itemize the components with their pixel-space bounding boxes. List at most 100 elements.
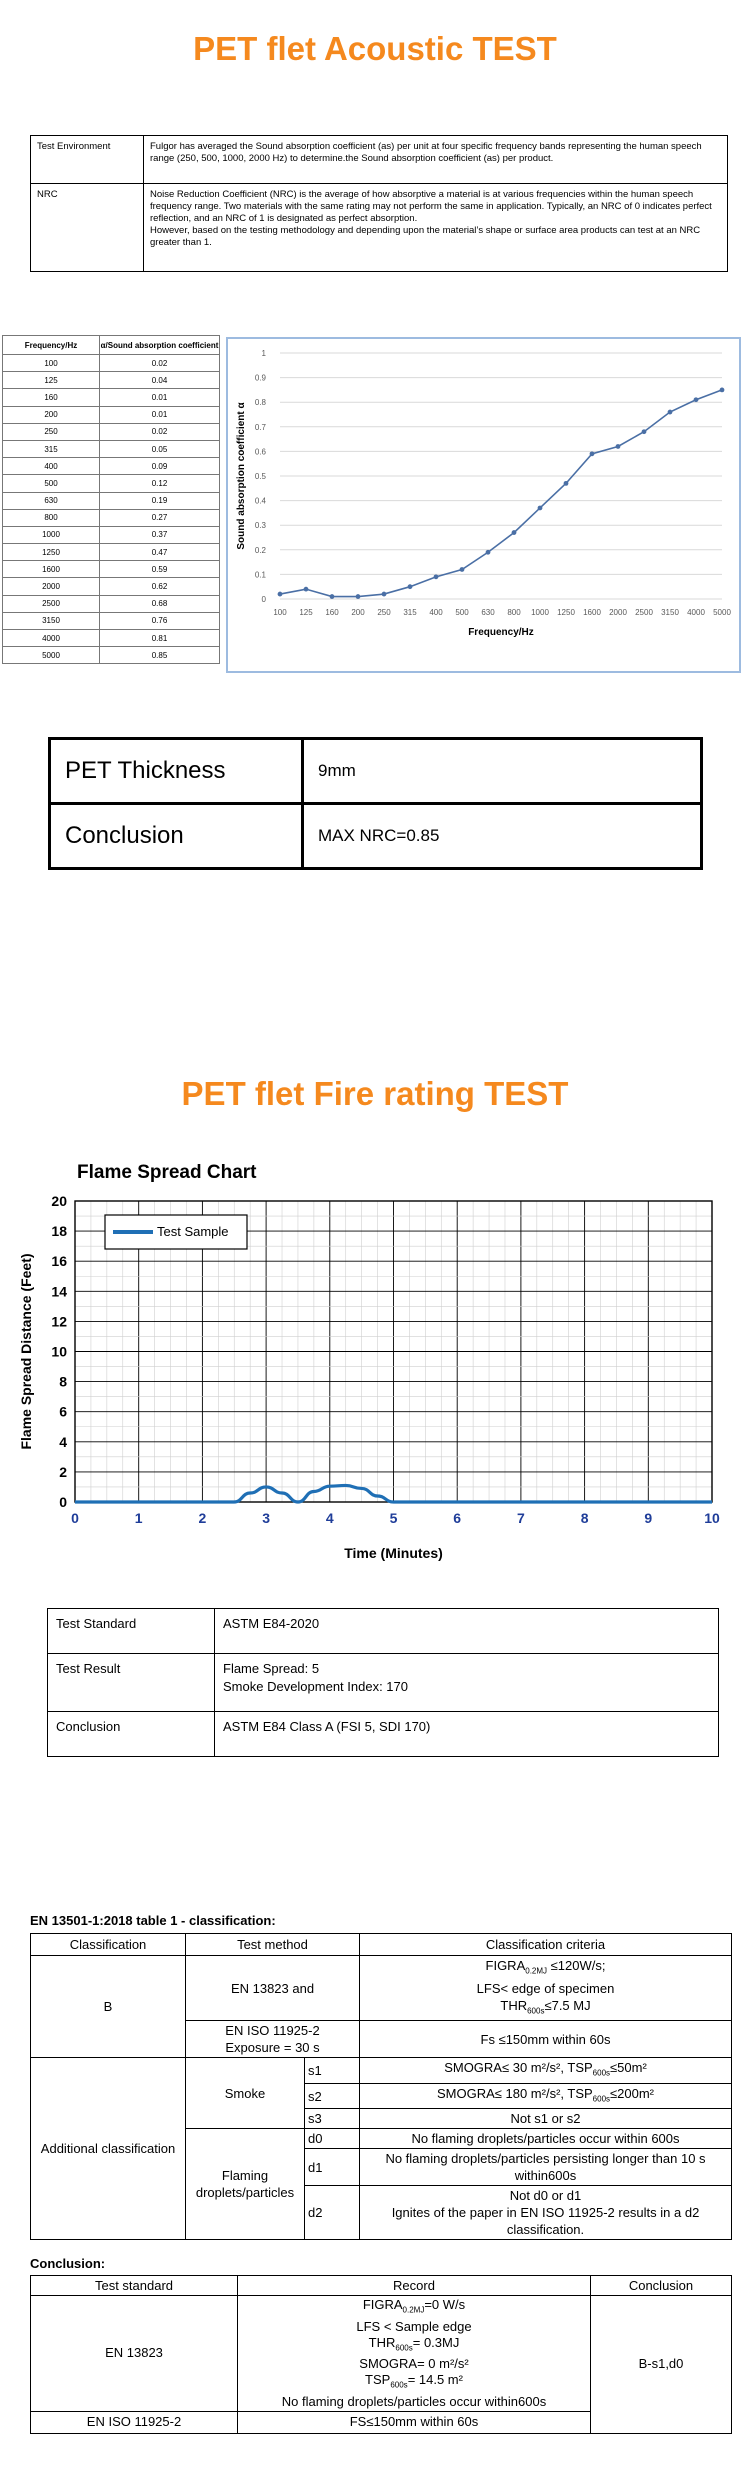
acoustic-title: PET flet Acoustic TEST [193,30,557,67]
fire-title: PET flet Fire rating TEST [181,1075,569,1112]
data-point [355,594,361,599]
table-row: 630 0.19 [2,491,220,510]
series-line [279,389,723,598]
x-tick-label: 800 [507,608,521,617]
frequency-cell: 500 [2,474,100,493]
coefficient-cell: 0.02 [99,353,220,373]
cls-s1-text: SMOGRA≤ 30 m²/s², TSP600s≤50m² [359,2057,732,2084]
table-row: 3150 0.76 [2,611,220,631]
y-tick-label: 2 [59,1464,67,1480]
fire-result-value: Flame Spread: 5 Smoke Development Index:… [214,1653,719,1712]
y-tick-label: 20 [51,1193,67,1209]
coefficient-cell: 0.68 [99,594,220,613]
cls-criteria-fs: Fs ≤150mm within 60s [359,2020,732,2059]
table-row: 400 0.09 [2,457,220,476]
cls-method-en11925: EN ISO 11925-2 Exposure = 30 s [185,2020,360,2059]
data-point [667,409,673,415]
data-point [641,429,647,435]
table-row: 4000 0.81 [2,628,220,648]
y-tick-label: 12 [51,1313,67,1329]
data-point [407,584,413,590]
coefficient-cell: 0.27 [99,508,220,527]
fire-result-line2: Smoke Development Index: 170 [223,1679,408,1694]
conc-record-en13823: FIGRA0.2MJ=0 W/s LFS < Sample edge THR60… [237,2295,591,2412]
y-tick-label: 18 [51,1223,67,1239]
table-row: 2500 0.68 [2,594,220,613]
frequency-cell: 5000 [2,646,100,665]
x-tick-label: 630 [481,608,495,617]
coefficient-cell: 0.76 [99,611,220,631]
x-tick-label: 400 [429,608,443,617]
thickness-table: PET Thickness 9mm Conclusion MAX NRC=0.8… [48,737,703,870]
cls-s1: s1 [304,2057,360,2084]
x-tick-label: 250 [377,608,391,617]
x-tick-label: 200 [351,608,365,617]
cls-s3: s3 [304,2108,360,2130]
data-point [459,567,465,572]
fire-conc-label: Conclusion [47,1711,215,1757]
cls-criteria-en13823: FIGRA0.2MJ ≤120W/s; LFS< edge of specime… [359,1954,732,2022]
conc-rec-figra: FIGRA0.2MJ=0 W/s [362,2297,466,2315]
y-tick-label: 0.3 [255,521,267,530]
frequency-cell: 1600 [2,560,100,579]
table-row: 315 0.05 [2,439,220,459]
absorption-chart-frame: 0 0.1 0.2 0.3 0.4 0.5 0.6 0.7 0.8 0.9 1 100 125 160 20… [226,337,741,673]
coefficient-cell: 0.12 [99,474,220,493]
data-point [511,530,517,535]
data-point [719,387,725,393]
x-tick-label: 2000 [609,608,627,617]
table-row: 500 0.12 [2,474,220,493]
nrc-label: NRC [30,183,144,272]
y-tick-label: 16 [51,1253,67,1269]
conc-fs-record: FS≤150mm within 60s [237,2410,591,2434]
table-row: 1600 0.59 [2,560,220,579]
table-row: 200 0.01 [2,405,220,424]
conc-rec-droplets: No flaming droplets/particles occur with… [281,2393,547,2409]
acoustic-conclusion-value: MAX NRC=0.85 [301,802,703,870]
frequency-cell: 400 [2,457,100,476]
coefficient-cell: 0.59 [99,560,220,579]
x-tick-label: 125 [299,608,313,617]
x-tick-label: 3 [262,1510,270,1526]
frequency-cell: 100 [2,353,100,373]
x-tick-label: 3150 [661,608,679,617]
fire-result-label: Test Result [47,1653,215,1712]
y-tick-label: 0 [59,1494,67,1510]
frequency-cell: 200 [2,405,100,424]
fire-std-label: Test Standard [47,1608,215,1654]
table-row: 1000 0.37 [2,525,220,545]
data-point [303,586,309,592]
x-tick-label: 4000 [687,608,705,617]
coefficient-cell: 0.09 [99,457,220,476]
data-point [693,397,699,403]
y-tick-label: 10 [51,1344,67,1360]
x-tick-label: 5000 [713,608,731,617]
x-tick-label: 6 [453,1510,461,1526]
cls-additional: Additional classification [30,2057,186,2241]
x-tick-label: 0 [71,1510,79,1526]
fire-std-value: ASTM E84-2020 [214,1608,719,1654]
y-tick-label: 0.9 [255,374,267,383]
y-axis-label: Flame Spread Distance (Feet) [18,1253,34,1449]
y-tick-label: 0.5 [255,472,267,481]
conc-header-conclusion: Conclusion [590,2275,732,2296]
y-tick-label: 14 [51,1283,67,1299]
data-point [615,444,621,449]
x-tick-label: 5 [390,1510,398,1526]
cls-d1: d1 [304,2148,360,2187]
coefficient-cell: 0.19 [99,491,220,510]
env-label: Test Environment [30,135,144,184]
frequency-cell: 800 [2,508,100,527]
frequency-cell: 160 [2,388,100,407]
frequency-cell: 1250 [2,543,100,562]
absorption-chart: 0 0.1 0.2 0.3 0.4 0.5 0.6 0.7 0.8 0.9 1 100 125 160 20… [236,349,731,638]
coefficient-cell: 0.01 [99,388,220,407]
cls-header-classification: Classification [30,1933,186,1956]
cls-lfs: LFS< edge of specimen [476,1980,615,1996]
series-line [74,1483,712,1504]
cls-class-b: B [30,1954,186,2059]
data-point [589,451,595,457]
y-tick-label: 1 [262,349,267,358]
fire-standard-table: Test Standard ASTM E84-2020 Test Result … [47,1608,719,1757]
cls-d2: d2 [304,2185,360,2241]
